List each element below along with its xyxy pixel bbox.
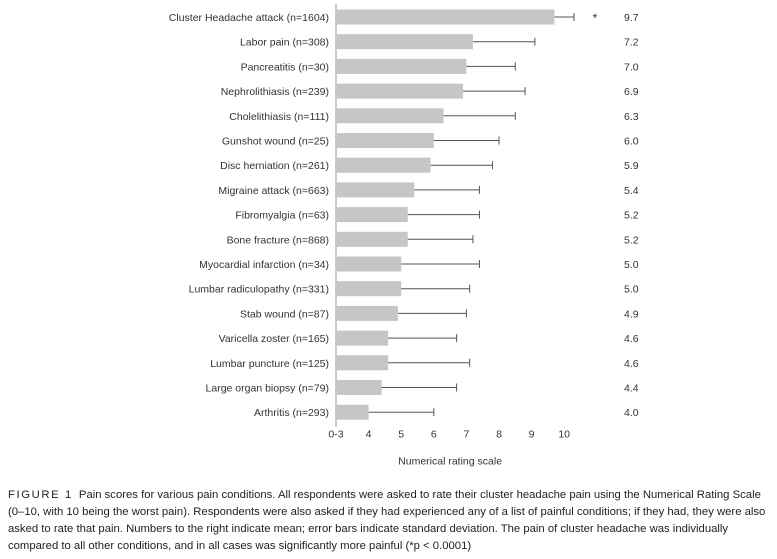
bar [336, 182, 415, 198]
bar [336, 231, 408, 247]
category-label: Lumbar puncture (n=125) [210, 358, 329, 370]
category-label: Disc herniation (n=261) [220, 160, 329, 172]
bar [336, 404, 369, 420]
bar [336, 34, 473, 50]
x-axis-title: Numerical rating scale [398, 456, 502, 468]
x-tick-label: 9 [529, 429, 535, 441]
value-label: 4.6 [624, 358, 639, 370]
value-label: 4.9 [624, 308, 639, 320]
value-label: 7.0 [624, 61, 639, 73]
value-label: 6.0 [624, 136, 639, 148]
value-label: 7.2 [624, 37, 639, 49]
bar [336, 83, 464, 99]
category-label: Fibromyalgia (n=63) [235, 210, 329, 222]
value-label: 5.0 [624, 259, 639, 271]
category-label: Bone fracture (n=868) [227, 234, 329, 246]
x-tick-label: 6 [431, 429, 437, 441]
bar [336, 330, 389, 346]
pain-scores-chart: Cluster Headache attack (n=1604) 9.7 * Labo… [169, 4, 639, 468]
category-label: Lumbar radiculopathy (n=331) [189, 284, 329, 296]
bar [336, 281, 402, 297]
category-label: Varicella zoster (n=165) [219, 333, 329, 345]
value-label: 9.7 [624, 12, 639, 24]
bar [336, 157, 431, 173]
bar [336, 355, 389, 371]
category-label: Pancreatitis (n=30) [241, 61, 329, 73]
x-tick-label: 8 [496, 429, 502, 441]
x-tick-label: 7 [463, 429, 469, 441]
bar [336, 380, 382, 395]
figure-caption: FIGURE 1 Pain scores for various pain con… [8, 487, 770, 555]
category-label: Stab wound (n=87) [240, 308, 329, 320]
significance-star: * [593, 11, 598, 25]
category-label: Nephrolithiasis (n=239) [221, 86, 329, 98]
value-label: 6.9 [624, 86, 639, 98]
value-label: 5.4 [624, 185, 639, 197]
category-label: Large organ biopsy (n=79) [206, 383, 329, 395]
category-label: Myocardial infarction (n=34) [199, 259, 329, 271]
bar [336, 108, 444, 124]
bar [336, 207, 408, 223]
category-label: Migraine attack (n=663) [218, 185, 329, 197]
category-label: Arthritis (n=293) [254, 407, 329, 419]
value-label: 4.4 [624, 383, 639, 395]
x-tick-label: 0-3 [328, 429, 343, 441]
value-label: 5.2 [624, 210, 639, 222]
bar [336, 133, 434, 148]
category-label: Labor pain (n=308) [240, 37, 329, 49]
bar [336, 305, 398, 321]
value-label: 4.6 [624, 333, 639, 345]
figure-caption-label: FIGURE 1 [8, 489, 73, 501]
value-label: 5.9 [624, 160, 639, 172]
bar [336, 256, 402, 272]
value-label: 5.2 [624, 234, 639, 246]
value-label: 4.0 [624, 407, 639, 419]
bar [336, 9, 555, 25]
category-label: Gunshot wound (n=25) [222, 136, 329, 148]
x-tick-label: 4 [366, 429, 372, 441]
category-label: Cholelithiasis (n=111) [229, 111, 329, 123]
category-label: Cluster Headache attack (n=1604) [169, 12, 329, 24]
x-tick-label: 10 [558, 429, 570, 441]
value-label: 6.3 [624, 111, 639, 123]
figure-caption-text: Pain scores for various pain conditions.… [8, 489, 766, 552]
bar [336, 58, 467, 74]
value-label: 5.0 [624, 284, 639, 296]
x-tick-label: 5 [398, 429, 404, 441]
